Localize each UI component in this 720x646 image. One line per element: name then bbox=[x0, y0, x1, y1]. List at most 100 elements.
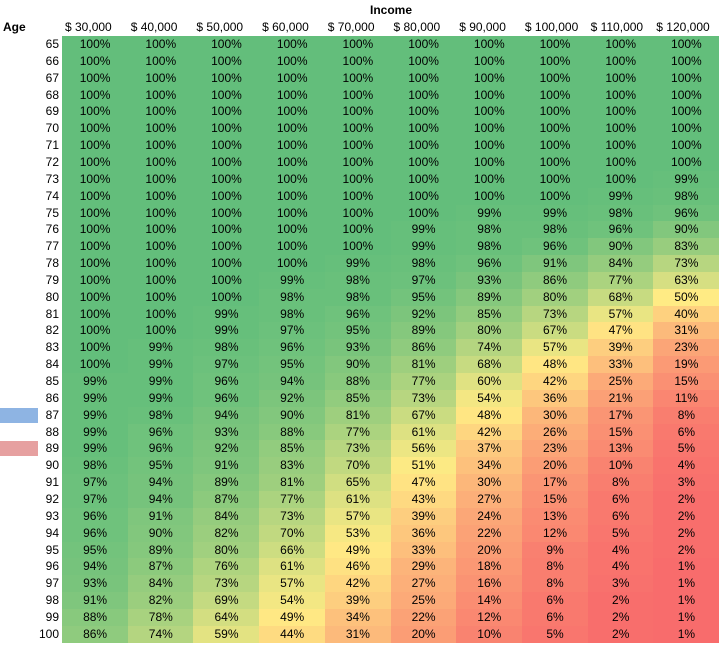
heatmap-cell: 100% bbox=[324, 103, 391, 121]
heatmap-cell: 100% bbox=[62, 69, 129, 88]
heatmap-cell: 88% bbox=[62, 608, 129, 627]
heatmap-cell: 100% bbox=[127, 238, 194, 256]
heatmap-cell: 67% bbox=[521, 322, 589, 340]
heatmap-cell: 100% bbox=[259, 36, 326, 54]
heatmap-cell: 57% bbox=[521, 339, 589, 357]
heatmap-cell: 15% bbox=[521, 490, 589, 509]
heatmap-cell: 69% bbox=[193, 592, 260, 610]
row-label: 99 bbox=[45, 609, 59, 624]
heatmap-cell: 25% bbox=[587, 373, 654, 391]
heatmap-cell: 100% bbox=[390, 69, 457, 88]
heatmap-cell: 100% bbox=[193, 187, 260, 205]
heatmap-cell: 99% bbox=[587, 187, 654, 205]
heatmap-cell: 47% bbox=[587, 322, 654, 340]
heatmap-cell: 90% bbox=[324, 356, 391, 374]
row-label: 74 bbox=[45, 188, 59, 203]
heatmap-cell: 3% bbox=[653, 474, 720, 492]
heatmap-cell: 99% bbox=[259, 271, 326, 290]
heatmap-cell: 87% bbox=[127, 558, 194, 576]
heatmap-cell: 96% bbox=[193, 373, 260, 391]
heatmap-cell: 100% bbox=[653, 103, 720, 121]
heatmap-cell: 61% bbox=[259, 558, 326, 576]
heatmap-cell: 100% bbox=[653, 120, 720, 138]
heatmap-cell: 93% bbox=[62, 575, 129, 593]
heatmap-cell: 89% bbox=[193, 474, 260, 492]
row-label: 77 bbox=[45, 239, 59, 254]
heatmap-cell: 100% bbox=[127, 305, 194, 323]
row-highlight bbox=[0, 407, 38, 423]
heatmap-cell: 100% bbox=[193, 103, 260, 121]
heatmap-cell: 80% bbox=[193, 541, 260, 559]
heatmap-cell: 98% bbox=[456, 221, 523, 239]
heatmap-cell: 95% bbox=[324, 322, 391, 340]
heatmap-cell: 100% bbox=[390, 137, 457, 155]
heatmap-cell: 98% bbox=[456, 238, 523, 256]
heatmap-cell: 73% bbox=[390, 389, 457, 408]
heatmap-cell: 99% bbox=[127, 356, 194, 374]
heatmap-cell: 100% bbox=[653, 52, 720, 71]
heatmap-cell: 100% bbox=[324, 86, 391, 104]
row-label: 84 bbox=[45, 357, 59, 372]
heatmap-cell: 100% bbox=[456, 69, 523, 88]
heatmap-cell: 61% bbox=[324, 490, 391, 509]
column-header: $ 120,000 bbox=[656, 20, 710, 34]
heatmap-cell: 81% bbox=[324, 406, 391, 425]
row-label: 69 bbox=[45, 104, 59, 119]
heatmap-cell: 61% bbox=[390, 423, 457, 441]
heatmap-cell: 12% bbox=[456, 608, 523, 627]
heatmap-cell: 100% bbox=[62, 52, 129, 71]
heatmap-cell: 77% bbox=[259, 490, 326, 509]
heatmap-cell: 100% bbox=[62, 120, 129, 138]
heatmap-cell: 100% bbox=[324, 153, 391, 172]
heatmap-cell: 100% bbox=[127, 52, 194, 71]
heatmap-cell: 96% bbox=[456, 255, 523, 273]
heatmap-cell: 100% bbox=[127, 120, 194, 138]
heatmap-cell: 1% bbox=[653, 625, 720, 644]
heatmap-cell: 100% bbox=[62, 137, 129, 155]
row-label: 92 bbox=[45, 491, 59, 506]
heatmap-cell: 2% bbox=[653, 541, 720, 559]
heatmap-cell: 1% bbox=[653, 558, 720, 576]
heatmap-cell: 100% bbox=[521, 36, 589, 54]
column-header: $ 40,000 bbox=[130, 20, 178, 34]
heatmap-cell: 36% bbox=[521, 389, 589, 408]
heatmap-cell: 100% bbox=[127, 69, 194, 88]
heatmap-cell: 6% bbox=[521, 608, 589, 627]
heatmap-cell: 96% bbox=[259, 339, 326, 357]
heatmap-cell: 27% bbox=[456, 490, 523, 509]
heatmap-cell: 100% bbox=[521, 170, 589, 189]
column-header: $ 70,000 bbox=[327, 20, 375, 34]
heatmap-cell: 100% bbox=[127, 170, 194, 189]
heatmap-cell: 60% bbox=[456, 373, 523, 391]
heatmap-cell: 91% bbox=[521, 255, 589, 273]
heatmap-cell: 89% bbox=[456, 288, 523, 307]
heatmap-cell: 98% bbox=[62, 457, 129, 475]
heatmap-cell: 31% bbox=[653, 322, 720, 340]
heatmap-cell: 14% bbox=[456, 592, 523, 610]
heatmap-cell: 63% bbox=[653, 271, 720, 290]
heatmap-cell: 100% bbox=[521, 103, 589, 121]
heatmap-cell: 100% bbox=[653, 86, 720, 104]
heatmap-cell: 100% bbox=[587, 36, 654, 54]
heatmap-cell: 100% bbox=[259, 255, 326, 273]
heatmap-cell: 99% bbox=[193, 305, 260, 323]
heatmap-cell: 94% bbox=[259, 373, 326, 391]
row-label: 95 bbox=[45, 542, 59, 557]
heatmap-cell: 100% bbox=[193, 137, 260, 155]
heatmap-cell: 2% bbox=[653, 490, 720, 509]
heatmap-cell: 88% bbox=[324, 373, 391, 391]
heatmap-cell: 74% bbox=[456, 339, 523, 357]
row-label: 72 bbox=[45, 154, 59, 169]
heatmap-cell: 20% bbox=[390, 625, 457, 644]
heatmap-cell: 73% bbox=[653, 255, 720, 273]
heatmap-cell: 100% bbox=[259, 52, 326, 71]
heatmap-cell: 13% bbox=[521, 507, 589, 526]
heatmap-cell: 94% bbox=[127, 490, 194, 509]
heatmap-cell: 100% bbox=[193, 204, 260, 222]
heatmap-cell: 89% bbox=[390, 322, 457, 340]
heatmap-cell: 49% bbox=[259, 608, 326, 627]
row-label: 79 bbox=[45, 272, 59, 287]
heatmap-cell: 98% bbox=[193, 339, 260, 357]
heatmap-cell: 5% bbox=[521, 625, 589, 644]
heatmap-cell: 70% bbox=[259, 524, 326, 542]
